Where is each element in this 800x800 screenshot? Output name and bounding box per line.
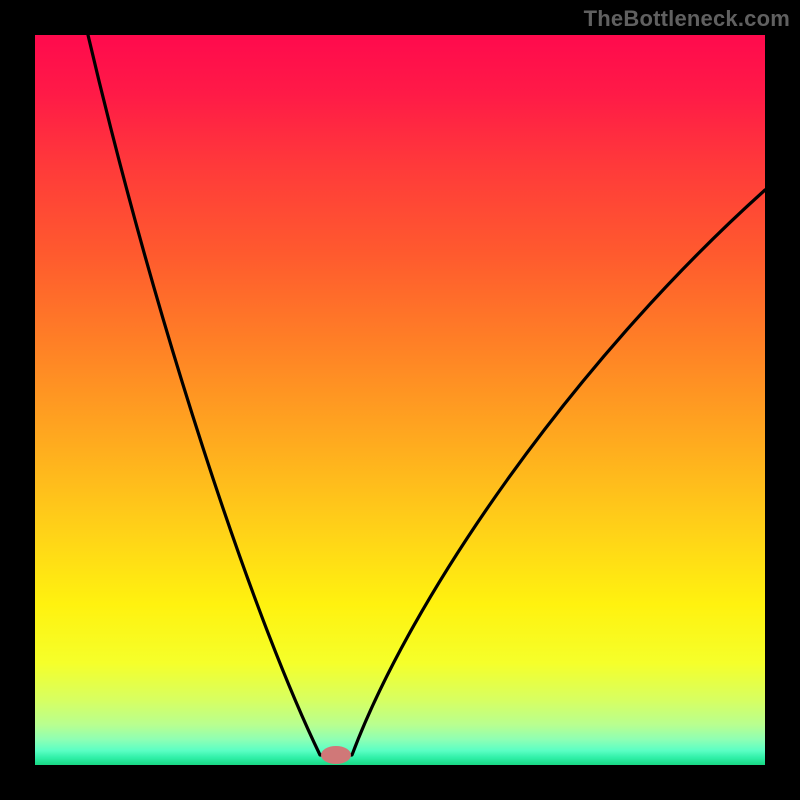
- optimal-marker: [321, 746, 351, 764]
- watermark-text: TheBottleneck.com: [584, 6, 790, 32]
- chart-stage: TheBottleneck.com: [0, 0, 800, 800]
- plot-background: [35, 35, 765, 765]
- chart-svg: [0, 0, 800, 800]
